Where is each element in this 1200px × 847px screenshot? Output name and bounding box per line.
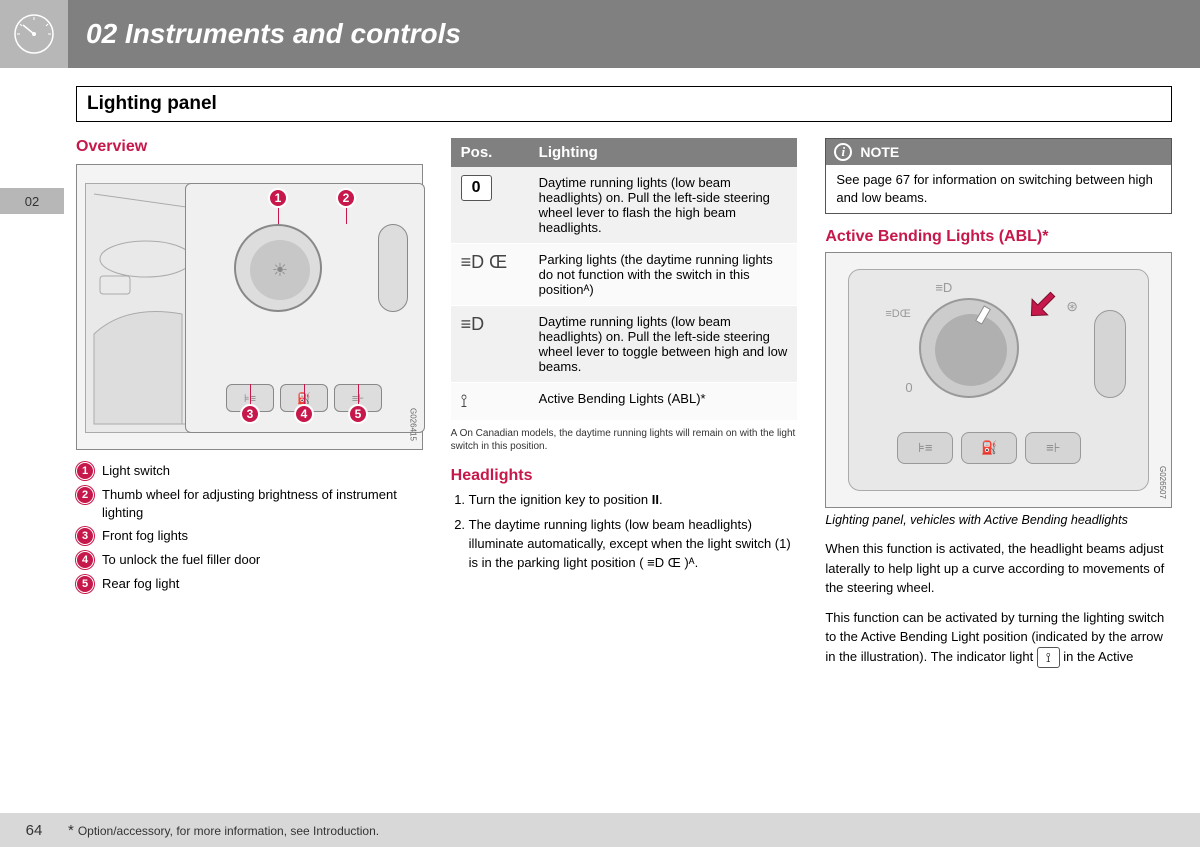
legend-num: 5 <box>76 575 94 593</box>
page-number: 64 <box>0 822 68 839</box>
legend-item: 3 Front fog lights <box>76 527 423 545</box>
page-footer: 64 *Option/accessory, for more informati… <box>0 813 1200 847</box>
gauge-icon <box>0 0 68 68</box>
legend-item: 2 Thumb wheel for adjusting brightness of… <box>76 486 423 521</box>
table-row: ⟟Active Bending Lights (ABL)* <box>451 383 798 421</box>
abl-dial <box>919 298 1019 398</box>
desc-cell: Parking lights (the daytime running ligh… <box>529 244 798 306</box>
table-row: ≡D ŒParking lights (the daytime running … <box>451 244 798 306</box>
info-icon: i <box>834 143 852 161</box>
side-tab: 02 <box>0 188 64 214</box>
abl-front-fog: ⊧≡ <box>897 432 953 464</box>
chapter-header: 02 Instruments and controls <box>68 0 1200 68</box>
table-footnote: A On Canadian models, the daytime runnin… <box>451 427 798 453</box>
headlights-list: Turn the ignition key to position II. The… <box>451 491 798 578</box>
th-lighting: Lighting <box>529 138 798 167</box>
note-label: NOTE <box>860 144 899 160</box>
desc-cell: Active Bending Lights (ABL)* <box>529 383 798 421</box>
section-title: Lighting panel <box>87 93 1161 115</box>
legend-num: 1 <box>76 462 94 480</box>
callout-2: 2 <box>336 188 356 208</box>
legend-num: 3 <box>76 527 94 545</box>
abl-para2: This function can be activated by turnin… <box>825 608 1172 669</box>
abl-fuel-door: ⛽ <box>961 432 1017 464</box>
lighting-panel-illustration: ☀ ⊧≡ ⛽ ≡⊦ 1 2 3 4 <box>185 183 425 433</box>
headlights-step: Turn the ignition key to position II. <box>469 491 798 510</box>
abl-image-code: G026507 <box>1158 466 1167 499</box>
abl-rear-fog: ≡⊦ <box>1025 432 1081 464</box>
table-row: 0Daytime running lights (low beam headli… <box>451 167 798 244</box>
headlights-heading: Headlights <box>451 467 798 485</box>
pos-cell: ⟟ <box>451 383 529 421</box>
legend-text: Light switch <box>102 462 170 480</box>
legend-list: 1 Light switch 2 Thumb wheel for adjusting … <box>76 462 423 599</box>
footer-note: *Option/accessory, for more information,… <box>68 822 379 839</box>
legend-num: 4 <box>76 551 94 569</box>
table-row: ≡DDaytime running lights (low beam headl… <box>451 306 798 383</box>
lighting-table: Pos. Lighting 0Daytime running lights (l… <box>451 138 798 421</box>
note-text: See page 67 for information on switching… <box>826 165 1171 213</box>
abl-arrow-icon <box>1025 288 1059 322</box>
legend-num: 2 <box>76 486 94 504</box>
abl-heading: Active Bending Lights (ABL)* <box>825 228 1172 246</box>
legend-text: To unlock the fuel filler door <box>102 551 260 569</box>
legend-text: Rear fog light <box>102 575 179 593</box>
desc-cell: Daytime running lights (low beam headlig… <box>529 167 798 244</box>
column-table: Pos. Lighting 0Daytime running lights (l… <box>451 138 798 787</box>
abl-diagram: ≡D ≡DŒ ⊛ 0 ⊧≡ ⛽ ≡⊦ G02650 <box>825 252 1172 508</box>
callout-3: 3 <box>240 404 260 424</box>
legend-text: Thumb wheel for adjusting brightness of … <box>102 486 423 521</box>
light-switch-dial: ☀ <box>234 224 322 312</box>
section-title-box: Lighting panel <box>76 86 1172 122</box>
desc-cell: Daytime running lights (low beam headlig… <box>529 306 798 383</box>
abl-thumbwheel <box>1094 310 1126 398</box>
column-overview: Overview ☀ ⊧≡ ⛽ ≡⊦ <box>76 138 423 787</box>
callout-4: 4 <box>294 404 314 424</box>
pos-cell: 0 <box>451 167 529 244</box>
brightness-thumbwheel <box>378 224 408 312</box>
legend-item: 5 Rear fog light <box>76 575 423 593</box>
column-abl: i NOTE See page 67 for information on sw… <box>825 138 1172 787</box>
abl-para1: When this function is activated, the hea… <box>825 539 1172 598</box>
abl-caption: Lighting panel, vehicles with Active Ben… <box>825 512 1172 529</box>
legend-text: Front fog lights <box>102 527 188 545</box>
legend-item: 1 Light switch <box>76 462 423 480</box>
callout-5: 5 <box>348 404 368 424</box>
pos-cell: ≡D <box>451 306 529 383</box>
overview-heading: Overview <box>76 138 423 156</box>
th-pos: Pos. <box>451 138 529 167</box>
note-box: i NOTE See page 67 for information on sw… <box>825 138 1172 214</box>
chapter-title: 02 Instruments and controls <box>86 18 461 50</box>
abl-indicator-icon: ⟟ <box>1037 647 1060 669</box>
pos-cell: ≡D Œ <box>451 244 529 306</box>
headlights-step: The daytime running lights (low beam hea… <box>469 516 798 573</box>
image-code: G026415 <box>409 408 418 441</box>
callout-1: 1 <box>268 188 288 208</box>
legend-item: 4 To unlock the fuel filler door <box>76 551 423 569</box>
overview-diagram: ☀ ⊧≡ ⛽ ≡⊦ 1 2 3 4 <box>76 164 423 450</box>
